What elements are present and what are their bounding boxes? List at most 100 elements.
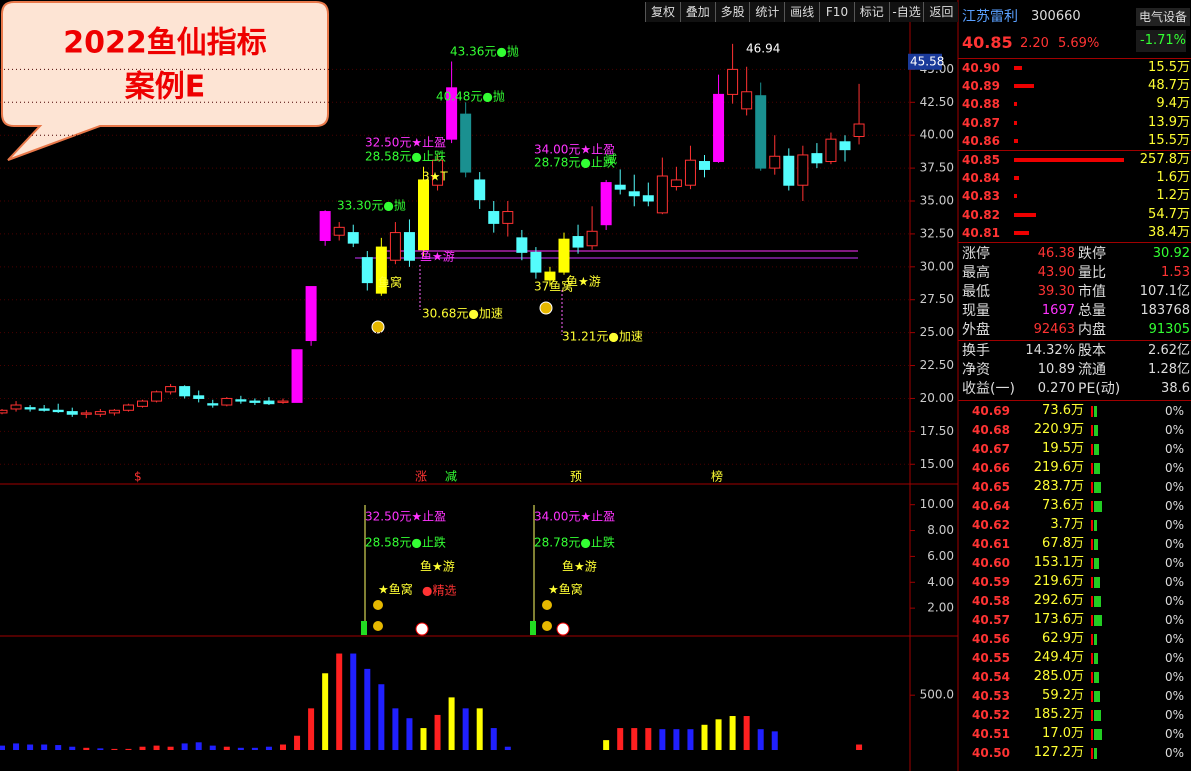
tick-pct: 0% bbox=[1164, 575, 1184, 589]
candle-body bbox=[221, 397, 233, 406]
toolbar-button[interactable]: 叠加 bbox=[679, 2, 715, 22]
stat-label: 涨停 bbox=[962, 246, 990, 262]
toolbar-button[interactable]: -自选 bbox=[888, 2, 924, 22]
price-tag: 45.58 bbox=[910, 54, 944, 68]
stat-value: 46.38 bbox=[1037, 246, 1075, 261]
tick-bar bbox=[1091, 444, 1093, 455]
y-tick-label: 35.00 bbox=[920, 194, 954, 208]
tick-bar bbox=[1094, 425, 1098, 436]
tick-price: 40.66 bbox=[972, 461, 1010, 475]
coin-icon bbox=[373, 621, 383, 631]
annotation: 榜 bbox=[711, 469, 723, 484]
tick-bar bbox=[1091, 615, 1093, 626]
candle-body bbox=[628, 191, 640, 197]
stock-name: 江苏雷利 bbox=[962, 9, 1018, 25]
stat-label: 内盘 bbox=[1078, 322, 1106, 338]
order-qty: 15.5万 bbox=[1148, 60, 1190, 75]
candle-body bbox=[516, 237, 528, 253]
tick-pct: 0% bbox=[1164, 461, 1184, 475]
candle-body bbox=[699, 161, 710, 170]
stat-label: 流通 bbox=[1078, 362, 1106, 378]
volume-bar bbox=[476, 708, 483, 750]
tick-qty: 153.1万 bbox=[1033, 555, 1084, 570]
tick-bar bbox=[1091, 577, 1093, 588]
tick-pct: 0% bbox=[1164, 480, 1184, 494]
stat-value: 1697 bbox=[1041, 303, 1075, 318]
tick-price: 40.65 bbox=[972, 480, 1010, 494]
volume-bar bbox=[378, 684, 385, 750]
candle-body bbox=[165, 386, 177, 393]
volume-bar bbox=[294, 735, 301, 750]
candle-body bbox=[769, 155, 781, 169]
candle-body bbox=[727, 68, 739, 95]
tick-price: 40.64 bbox=[972, 499, 1010, 513]
candle-body bbox=[656, 175, 668, 214]
volume-bar bbox=[280, 744, 286, 750]
stat-value: 107.1亿 bbox=[1139, 284, 1190, 299]
candle-body bbox=[432, 159, 444, 186]
tick-pct: 0% bbox=[1164, 613, 1184, 627]
candle-body bbox=[193, 395, 205, 399]
tick-qty: 127.2万 bbox=[1033, 745, 1084, 760]
candle-body bbox=[783, 155, 795, 186]
toolbar-button[interactable]: F10 bbox=[819, 2, 854, 22]
coin-icon bbox=[542, 621, 552, 631]
volume-bar bbox=[490, 728, 497, 750]
y-tick-label: 30.00 bbox=[920, 259, 954, 273]
candle-body bbox=[502, 211, 514, 224]
volume-bar bbox=[406, 718, 413, 750]
toolbar-button[interactable]: 标记 bbox=[853, 2, 889, 22]
toolbar-button[interactable]: 统计 bbox=[749, 2, 785, 22]
divider bbox=[958, 400, 1191, 401]
y-tick-label: 4.00 bbox=[927, 575, 954, 589]
tick-price: 40.58 bbox=[972, 594, 1010, 608]
tick-bar bbox=[1094, 691, 1100, 702]
volume-bar bbox=[139, 746, 146, 750]
tick-bar bbox=[1091, 539, 1093, 550]
candle-body bbox=[10, 404, 22, 410]
candle-body bbox=[670, 179, 682, 188]
volume-bar bbox=[0, 745, 5, 750]
tick-bar bbox=[1091, 482, 1093, 493]
stat-label: 最高 bbox=[962, 265, 990, 281]
order-price: 40.85 bbox=[962, 153, 1000, 167]
candle-body bbox=[544, 271, 556, 281]
tick-bar bbox=[1094, 406, 1097, 417]
stat-label: 最低 bbox=[962, 284, 990, 300]
tick-bar bbox=[1091, 691, 1093, 702]
stat-value: 38.6 bbox=[1161, 381, 1190, 396]
order-qty: 48.7万 bbox=[1148, 78, 1190, 94]
candle-body bbox=[600, 182, 612, 226]
tick-pct: 0% bbox=[1164, 689, 1184, 703]
tick-bar bbox=[1094, 672, 1099, 683]
candle-body bbox=[825, 138, 837, 163]
y-tick-label: 8.00 bbox=[927, 523, 954, 537]
volume-bar bbox=[55, 745, 62, 750]
tick-price: 40.56 bbox=[972, 632, 1010, 646]
coin-icon bbox=[373, 600, 383, 610]
y-tick-label: 17.50 bbox=[920, 424, 954, 438]
volume-bar bbox=[153, 745, 160, 750]
plus-icon bbox=[556, 622, 570, 636]
stock-code: 300660 bbox=[1031, 9, 1081, 24]
volume-bar bbox=[631, 728, 638, 750]
y-tick-label: 20.00 bbox=[920, 391, 954, 405]
toolbar-button[interactable]: 多股 bbox=[714, 2, 750, 22]
tick-price: 40.50 bbox=[972, 746, 1010, 760]
stat-label: 现量 bbox=[962, 303, 990, 319]
toolbar-button[interactable]: 复权 bbox=[645, 2, 680, 22]
order-qty: 1.6万 bbox=[1156, 170, 1190, 186]
volume-bar bbox=[125, 748, 132, 750]
tick-price: 40.52 bbox=[972, 708, 1010, 722]
stat-label: 量比 bbox=[1078, 265, 1106, 281]
annotation: 30.68元●加速 bbox=[422, 307, 503, 321]
tick-price: 40.60 bbox=[972, 556, 1010, 570]
stat-label: 外盘 bbox=[962, 322, 990, 338]
tick-price: 40.57 bbox=[972, 613, 1010, 627]
tick-bar bbox=[1091, 748, 1093, 759]
volume-bar bbox=[13, 743, 20, 750]
toolbar-button[interactable]: 画线 bbox=[784, 2, 820, 22]
toolbar-button[interactable]: 返回 bbox=[923, 2, 959, 22]
annotation: 鱼窝 bbox=[378, 275, 402, 290]
tick-bar bbox=[1091, 596, 1093, 607]
